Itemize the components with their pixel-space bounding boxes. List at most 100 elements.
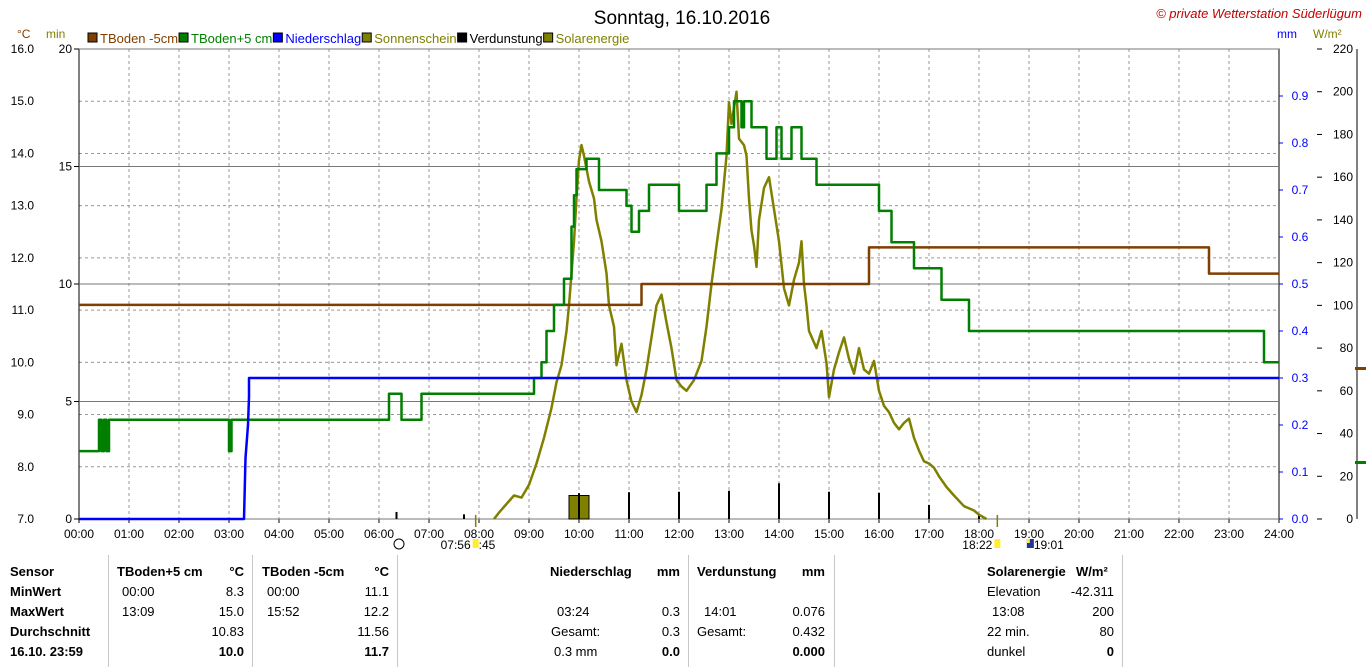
legend-label: Niederschlag — [285, 31, 361, 46]
tboden-plus5-last: 10.0 — [218, 644, 244, 659]
table-divider — [252, 555, 253, 667]
niederschlag-total: 0.3 — [661, 624, 680, 639]
sunset-icon — [994, 539, 1001, 548]
mm-axis-unit: mm — [1277, 27, 1297, 41]
solarenergie-dark-label: dunkel — [987, 644, 1026, 659]
x-tick-label: 00:00 — [64, 527, 94, 541]
niederschlag-max: 0.3 — [661, 604, 680, 619]
sunrise-partial-label: :45 — [479, 538, 496, 552]
x-tick-label: 06:00 — [364, 527, 394, 541]
x-tick-label: 18:00 — [964, 527, 994, 541]
table-divider — [1122, 555, 1123, 667]
mm-tick-label: 0.4 — [1292, 324, 1309, 338]
table-divider — [688, 555, 689, 667]
tboden-minus5-unit: °C — [374, 564, 389, 579]
legend-label: TBoden+5 cm — [191, 31, 272, 46]
legend-swatch — [457, 32, 468, 43]
niederschlag-hour: 0.0 — [661, 644, 680, 659]
x-tick-label: 13:00 — [714, 527, 744, 541]
solarenergie-mins-label: 22 min. — [987, 624, 1030, 639]
wm2-tick-label: 220 — [1333, 42, 1353, 56]
mm-tick-label: 0.6 — [1292, 230, 1309, 244]
chart-title: Sonntag, 16.10.2016 — [594, 8, 770, 29]
temp-tick-label: 7.0 — [17, 512, 34, 526]
wm2-tick-label: 0 — [1346, 512, 1353, 526]
niederschlag-max-time: 03:24 — [557, 604, 590, 619]
temp-tick-label: 16.0 — [11, 42, 35, 56]
verdunstung-title: Verdunstung — [697, 564, 777, 579]
moonrise-icon — [1026, 539, 1034, 548]
x-tick-label: 20:00 — [1064, 527, 1094, 541]
solarenergie-unit: W/m² — [1076, 564, 1108, 579]
verdunstung-bar — [878, 492, 880, 519]
wm2-tick-label: 60 — [1340, 384, 1354, 398]
mm-tick-label: 0.5 — [1292, 277, 1309, 291]
row-label-max: MaxWert — [10, 604, 64, 619]
watermark: © private Wetterstation Süderlügum — [1156, 6, 1362, 21]
verdunstung-max: 0.076 — [792, 604, 825, 619]
chart-area: Sonntag, 16.10.2016 © private Wetterstat… — [11, 6, 1366, 552]
x-tick-label: 22:00 — [1164, 527, 1194, 541]
moonrise-icon-accent — [1026, 539, 1030, 543]
niederschlag-total-label: Gesamt: — [551, 624, 601, 639]
wm2-tick-label: 180 — [1333, 127, 1353, 141]
tboden-minus5-avg: 11.56 — [357, 624, 389, 639]
niederschlag-unit: mm — [656, 564, 680, 579]
min-tick-label: 20 — [59, 42, 73, 56]
verdunstung-bar — [578, 493, 580, 519]
moon-phase-icon — [393, 538, 405, 550]
sunset-time: 18:22 — [962, 538, 992, 552]
legend-swatch — [87, 32, 98, 43]
tboden-minus5-last: 11.7 — [364, 644, 389, 659]
legend-label: Solarenergie — [556, 31, 630, 46]
tboden-plus5-line — [79, 99, 1279, 453]
legend-label: TBoden -5cm — [100, 31, 178, 46]
wm2-tick-label: 200 — [1333, 85, 1353, 99]
temp-tick-label: 15.0 — [11, 94, 35, 108]
table-divider — [108, 555, 109, 667]
mm-tick-label: 0.7 — [1292, 183, 1309, 197]
verdunstung-unit: mm — [801, 564, 825, 579]
min-tick-label: 5 — [65, 395, 72, 409]
x-tick-label: 15:00 — [814, 527, 844, 541]
sunrise-time: 07:56 — [441, 538, 471, 552]
temp-tick-label: 11.0 — [12, 303, 35, 317]
verdunstung-bar — [678, 491, 680, 519]
tboden-plus5-max-time: 13:09 — [122, 604, 155, 619]
min-axis-unit: min — [46, 27, 65, 41]
wm2-tick-label: 100 — [1333, 298, 1353, 312]
x-tick-label: 14:00 — [764, 527, 794, 541]
tboden-minus5-line — [79, 246, 1279, 307]
tboden-minus5-title: TBoden -5cm — [262, 564, 345, 579]
verdunstung-total: 0.432 — [792, 624, 825, 639]
min-tick-label: 0 — [65, 512, 72, 526]
series-lines — [79, 90, 1279, 521]
verdunstung-last: 0.000 — [792, 644, 825, 659]
x-tick-label: 01:00 — [114, 527, 144, 541]
temp-tick-label: 14.0 — [11, 146, 35, 160]
tboden-plus5-avg: 10.83 — [211, 624, 244, 639]
solarenergie-max: 200 — [1092, 604, 1114, 619]
mm-tick-label: 0.0 — [1292, 512, 1309, 526]
temp-tick-label: 12.0 — [11, 251, 35, 265]
mm-tick-label: 0.9 — [1292, 89, 1309, 103]
mm-tick-label: 0.3 — [1292, 371, 1309, 385]
legend-swatch — [272, 32, 283, 43]
table-divider — [397, 555, 398, 667]
x-tick-label: 23:00 — [1214, 527, 1244, 541]
row-label-last: 16.10. 23:59 — [10, 644, 84, 659]
x-tick-label: 08:00 — [464, 527, 494, 541]
right-edge-swatches — [1355, 367, 1366, 464]
tboden-minus5-min: 11.1 — [364, 584, 389, 599]
mm-tick-label: 0.2 — [1292, 418, 1309, 432]
solarenergie-line — [493, 90, 988, 521]
tboden-minus5-max: 12.2 — [363, 604, 389, 619]
solarenergie-elev-label: Elevation — [987, 584, 1041, 599]
temp-tick-label: 13.0 — [11, 199, 35, 213]
x-tick-label: 09:00 — [514, 527, 544, 541]
row-label-avg: Durchschnitt — [10, 624, 91, 639]
solarenergie-mins: 80 — [1099, 624, 1114, 639]
legend-swatch — [543, 32, 554, 43]
solarenergie-elev: -42.311 — [1070, 584, 1114, 599]
x-tick-label: 21:00 — [1114, 527, 1144, 541]
